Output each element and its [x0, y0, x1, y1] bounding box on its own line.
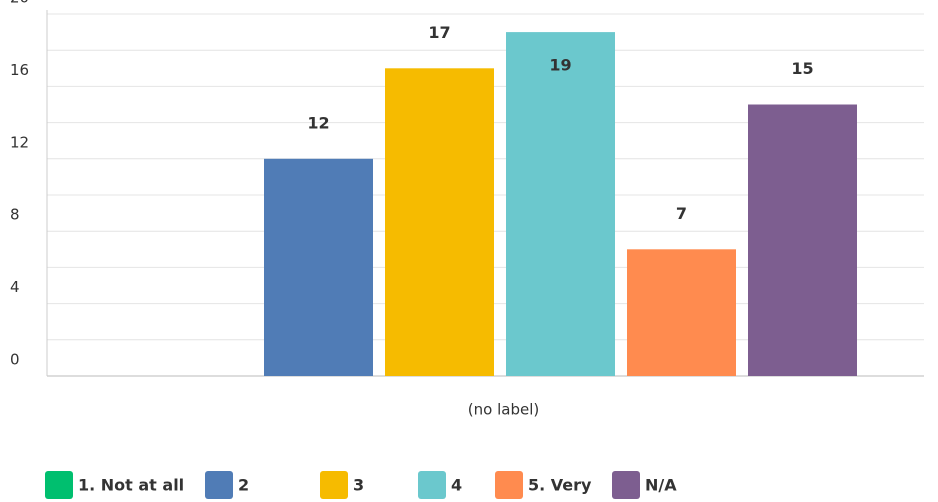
value-label: 7	[676, 204, 687, 223]
y-tick-label: 4	[10, 278, 20, 296]
value-label: 12	[307, 113, 329, 132]
y-tick-label: 20	[10, 0, 29, 7]
y-tick-label: 8	[10, 206, 20, 224]
legend-swatch	[45, 471, 73, 499]
x-tick-label: (no label)	[468, 401, 539, 419]
legend-swatch	[205, 471, 233, 499]
y-tick-label: 0	[10, 351, 20, 369]
legend-label: N/A	[645, 476, 677, 495]
legend-label: 3	[353, 476, 364, 495]
bar	[385, 68, 494, 377]
bar	[748, 104, 857, 376]
bar	[627, 249, 736, 376]
legend-label: 4	[451, 476, 462, 495]
value-label: 19	[549, 56, 571, 75]
value-label: 17	[428, 23, 450, 42]
legend-label: 1. Not at all	[78, 476, 184, 495]
bar	[506, 32, 615, 376]
legend-label: 5. Very	[528, 476, 592, 495]
legend-swatch	[495, 471, 523, 499]
legend-label: 2	[238, 476, 249, 495]
bar	[264, 158, 373, 376]
y-tick-label: 12	[10, 133, 29, 151]
y-tick-label: 16	[10, 61, 29, 79]
legend-swatch	[418, 471, 446, 499]
legend-swatch	[320, 471, 348, 499]
legend-swatch	[612, 471, 640, 499]
value-label: 15	[791, 59, 813, 78]
